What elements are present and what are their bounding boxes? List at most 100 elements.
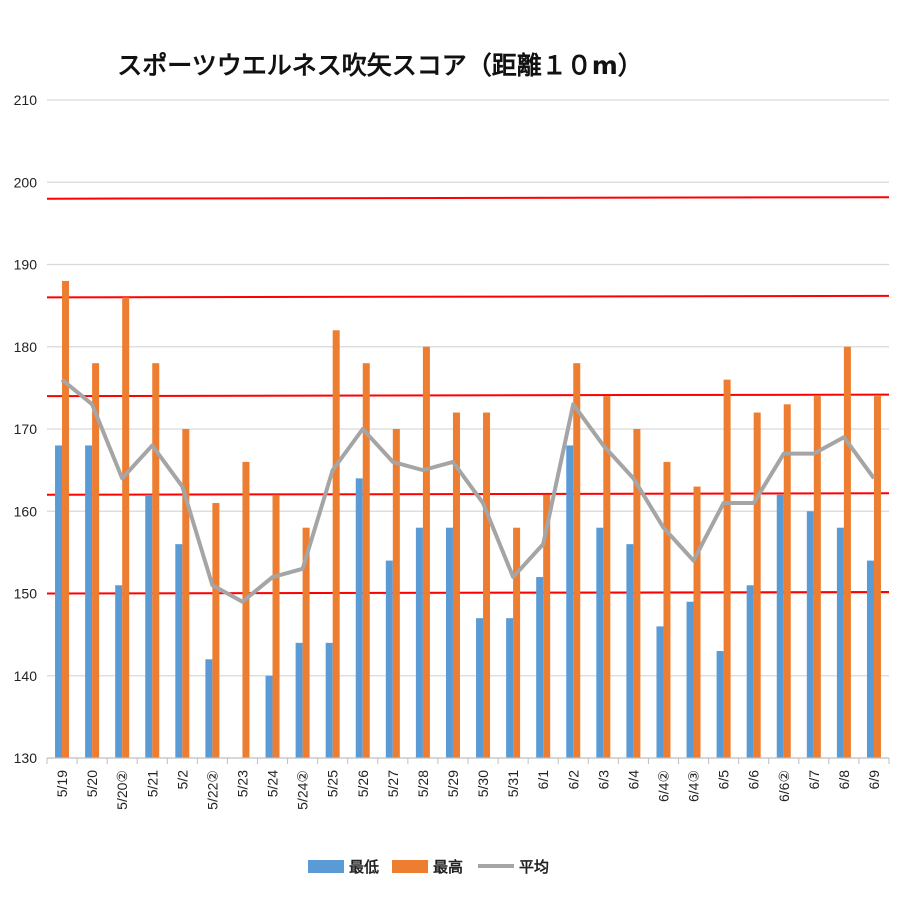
legend-label-max: 最高	[433, 858, 463, 876]
bar-min	[506, 618, 514, 758]
x-tick-label: 6/6②	[776, 770, 792, 802]
reference-line	[46, 196, 890, 200]
bar-min	[355, 478, 363, 758]
bar-max	[573, 363, 581, 758]
bar-max	[92, 363, 100, 758]
gridlines	[47, 99, 889, 677]
bar-max	[633, 429, 641, 758]
y-tick-label: 180	[14, 339, 38, 355]
y-tick-label: 160	[14, 503, 38, 519]
x-tick-label: 6/2	[565, 770, 581, 790]
bar-max	[362, 363, 370, 758]
bar-min	[265, 675, 273, 758]
bar-max	[693, 486, 701, 758]
bar-min	[536, 577, 544, 758]
bar-max	[212, 503, 220, 758]
bar-max	[873, 396, 881, 758]
bar-min	[85, 445, 93, 758]
y-tick-label: 190	[14, 257, 38, 273]
bar-min	[806, 511, 814, 758]
bar-max	[332, 330, 340, 758]
x-tick-label: 6/8	[836, 770, 852, 790]
x-tick-label: 5/22②	[204, 770, 220, 810]
bar-max	[272, 494, 280, 758]
bar-min	[415, 527, 423, 758]
x-tick-label: 6/3	[595, 770, 611, 790]
bar-min	[445, 527, 453, 758]
bar-min	[385, 560, 393, 758]
bar-max	[122, 297, 130, 758]
x-tick-label: 5/25	[325, 770, 341, 797]
average-line	[60, 378, 876, 604]
bar-min	[626, 544, 634, 758]
bar-min	[566, 445, 574, 758]
x-tick-label: 6/7	[806, 770, 822, 790]
bar-min	[205, 659, 213, 758]
x-tick-label: 5/24	[265, 770, 281, 797]
bar-min	[596, 527, 604, 758]
bar-max	[603, 396, 611, 758]
x-tick-label: 5/24②	[295, 770, 311, 810]
y-tick-label: 200	[14, 174, 38, 190]
bar-min	[746, 585, 754, 758]
x-tick-label: 6/9	[866, 770, 882, 790]
x-tick-label: 5/19	[54, 770, 70, 797]
x-tick-label: 5/29	[445, 770, 461, 797]
bar-max	[302, 527, 310, 758]
bar-max	[452, 412, 460, 758]
x-tick-label: 5/27	[385, 770, 401, 797]
y-tick-label: 210	[14, 92, 38, 108]
x-tick-label: 6/5	[716, 770, 732, 790]
reference-line	[46, 492, 890, 496]
bar-max	[242, 461, 250, 758]
x-tick-label: 5/21	[144, 770, 160, 797]
bar-min	[325, 642, 333, 758]
reference-line	[46, 294, 890, 299]
x-tick-label: 5/26	[355, 770, 371, 797]
x-tick-label: 5/2	[174, 770, 190, 790]
x-tick-label: 6/4③	[686, 770, 702, 802]
bar-max	[813, 396, 821, 758]
bar-max	[62, 280, 70, 758]
bar-max	[663, 461, 671, 758]
x-tick-label: 5/20②	[114, 770, 130, 810]
bar-max	[152, 363, 160, 758]
x-tick-label: 6/4	[625, 770, 641, 790]
bars	[55, 280, 881, 758]
bar-max	[723, 379, 731, 758]
bar-min	[145, 494, 153, 758]
bar-max	[753, 412, 761, 758]
bar-max	[513, 527, 521, 758]
reference-line	[46, 393, 890, 398]
x-tick-label: 6/4②	[655, 770, 671, 802]
legend-label-min: 最低	[349, 858, 379, 876]
y-tick-label: 150	[14, 586, 38, 602]
legend: 最低 最高 平均	[308, 858, 549, 876]
bar-min	[295, 642, 303, 758]
bar-max	[392, 429, 400, 758]
bar-max	[843, 346, 851, 758]
bar-min	[866, 560, 874, 758]
y-tick-label: 130	[14, 750, 38, 766]
y-tick-label: 170	[14, 421, 38, 437]
x-tick-label: 5/23	[234, 770, 250, 797]
x-tick-label: 5/28	[415, 770, 431, 797]
x-tick-label: 6/1	[535, 770, 551, 790]
axes: 130 140 150 160 170 180 190 200 210 5/19 5/20 5/20②…	[14, 92, 890, 810]
bar-max	[483, 412, 491, 758]
x-tick-label: 5/20	[84, 770, 100, 797]
bar-min	[476, 618, 484, 758]
legend-label-avg: 平均	[519, 858, 549, 876]
x-tick-label: 5/30	[475, 770, 491, 797]
reference-lines	[46, 196, 890, 595]
bar-min	[686, 601, 694, 758]
bar-min	[656, 626, 664, 758]
chart-title: スポーツウエルネス吹矢スコア（距離１０m）	[117, 51, 643, 80]
bar-max	[543, 494, 551, 758]
bar-min	[836, 527, 844, 758]
legend-swatch-min	[308, 860, 344, 873]
x-tick-label: 6/6	[746, 770, 762, 790]
bar-max	[422, 346, 430, 758]
bar-max	[783, 404, 791, 758]
